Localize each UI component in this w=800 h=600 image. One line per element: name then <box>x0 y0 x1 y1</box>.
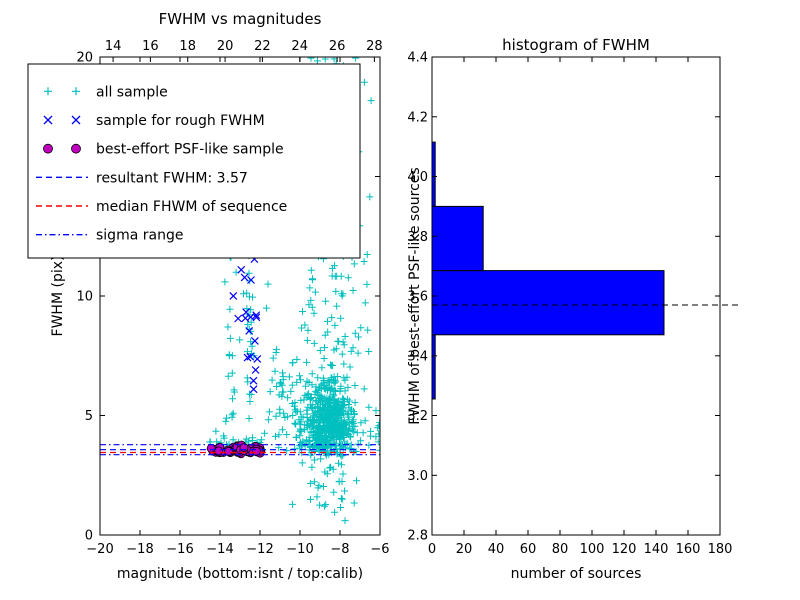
legend-item: resultant FWHM: 3.57 <box>36 170 248 186</box>
rough-fwhm-sample-points <box>229 255 262 394</box>
legend-item: median FHWM of sequence <box>36 199 287 215</box>
tick-label: 3.2 <box>407 409 428 424</box>
legend-item: sigma range <box>36 228 183 244</box>
tick-label: 140 <box>644 542 669 557</box>
tick-label: 3.6 <box>407 290 428 305</box>
tick-label: −20 <box>86 542 113 557</box>
tick-label: 16 <box>142 39 159 54</box>
plus-marker-icon <box>44 87 52 96</box>
tick-label: 120 <box>612 542 637 557</box>
legend-box <box>27 63 361 259</box>
left-plot-ylabel: FWHM (pix) <box>50 256 66 337</box>
legend-item-label: resultant FWHM: 3.57 <box>96 170 248 186</box>
histogram-bar <box>432 270 665 336</box>
histogram-bar <box>432 205 484 272</box>
tick-label: 22 <box>254 39 271 54</box>
right-plot-title: histogram of FWHM <box>502 36 650 54</box>
tick-label: 28 <box>366 39 383 54</box>
tick-label: 100 <box>580 542 605 557</box>
legend-item-label: best-effort PSF-like sample <box>96 142 284 158</box>
histogram-bars <box>432 141 665 400</box>
legend-item-label: all sample <box>96 84 168 100</box>
tick-label: 20 <box>76 51 93 66</box>
tick-label: 4.0 <box>407 170 428 185</box>
tick-label: 160 <box>676 542 701 557</box>
tick-label: 0 <box>85 529 93 544</box>
tick-label: 0 <box>428 542 436 557</box>
left-plot-title: FWHM vs magnitudes <box>159 10 322 28</box>
tick-label: −18 <box>126 542 153 557</box>
circle-marker-icon <box>71 143 81 154</box>
tick-label: −8 <box>330 542 349 557</box>
tick-label: 14 <box>105 39 122 54</box>
tick-label: 10 <box>76 290 93 305</box>
tick-label: 80 <box>552 542 569 557</box>
tick-label: −14 <box>206 542 233 557</box>
plus-marker-icon <box>72 87 80 96</box>
tick-label: 60 <box>520 542 537 557</box>
tick-label: 4.4 <box>407 51 428 66</box>
tick-label: −6 <box>370 542 389 557</box>
tick-label: 3.8 <box>407 230 428 245</box>
histogram-bar <box>432 141 436 207</box>
tick-label: 2.8 <box>407 529 428 544</box>
legend-item-label: sample for rough FWHM <box>96 113 265 129</box>
tick-label: 20 <box>456 542 473 557</box>
legend-item: all sample <box>44 84 168 100</box>
tick-label: 26 <box>329 39 346 54</box>
cross-marker-icon <box>71 115 81 125</box>
cross-marker-icon <box>43 115 53 125</box>
tick-label: 40 <box>488 542 505 557</box>
right-plot-ylabel: FWHM of best-effort PSF-like sources <box>407 167 423 424</box>
tick-label: 3.0 <box>407 469 428 484</box>
tick-label: 5 <box>85 409 93 424</box>
left-plot-xlabel: magnitude (bottom:isnt / top:calib) <box>117 566 363 582</box>
legend-item: sample for rough FWHM <box>43 113 265 129</box>
legend-item: best-effort PSF-like sample <box>43 142 284 158</box>
plot-graphics: −20 −18 −16 −14 −12 −10 −8 −6 14 16 18 20 22 24 26 28 0 5… <box>76 39 742 557</box>
circle-marker-icon <box>43 143 53 154</box>
tick-label: −12 <box>246 542 273 557</box>
legend-item-label: sigma range <box>96 228 183 244</box>
legend-item-label: median FHWM of sequence <box>96 199 287 215</box>
tick-label: 20 <box>217 39 234 54</box>
tick-label: 18 <box>179 39 196 54</box>
legend: all sample sample for rough FWHM best-effo… <box>27 63 361 259</box>
right-plot-xlabel: number of sources <box>511 566 642 582</box>
tick-label: 180 <box>708 542 733 557</box>
tick-label: 24 <box>291 39 308 54</box>
tick-label: 3.4 <box>407 349 428 364</box>
tick-label: 4.2 <box>407 110 428 125</box>
tick-label: −10 <box>286 542 313 557</box>
tick-label: −16 <box>166 542 193 557</box>
